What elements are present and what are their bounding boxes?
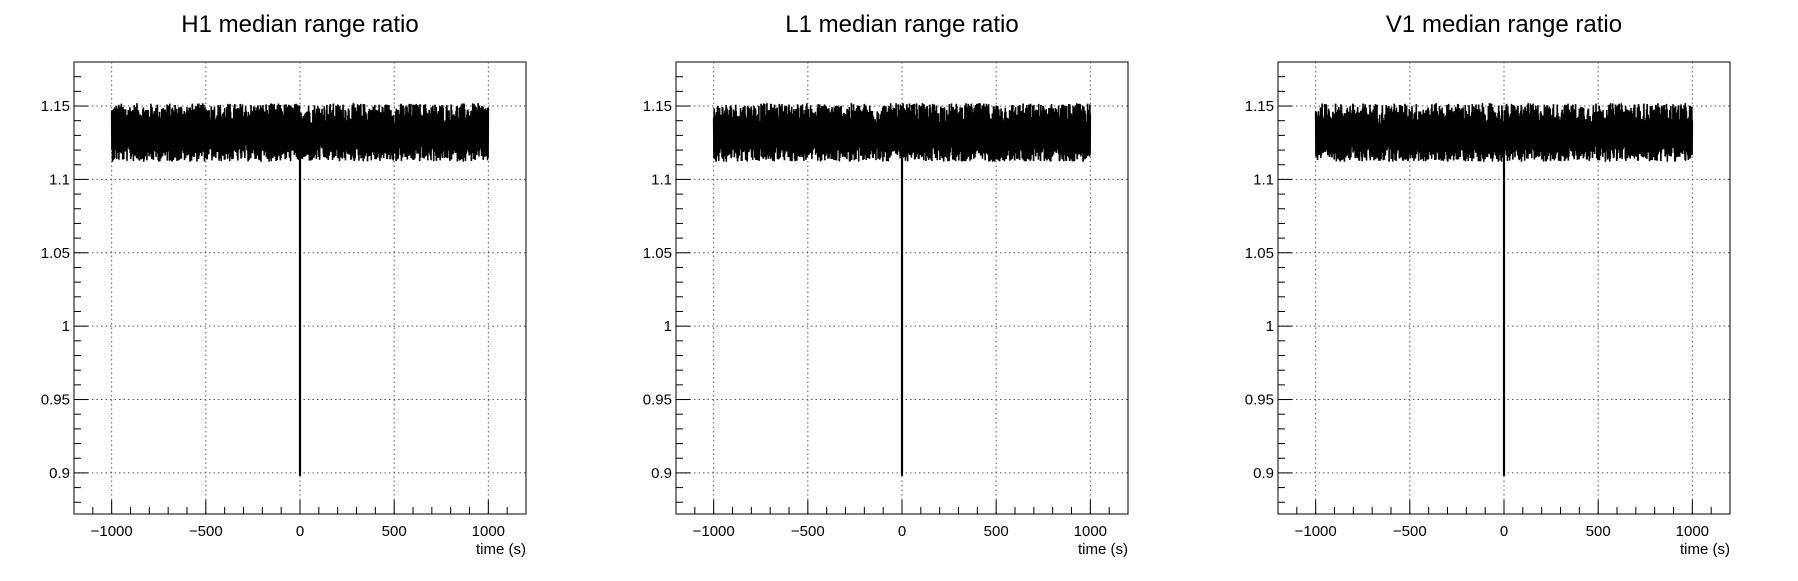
x-tick-label: −500 xyxy=(1393,523,1427,540)
x-tick-label: 500 xyxy=(382,523,407,540)
x-tick-label: −1000 xyxy=(91,523,133,540)
y-tick-label: 1.05 xyxy=(1245,245,1274,262)
chart-title: L1 median range ratio xyxy=(785,11,1018,38)
y-tick-label: 1.15 xyxy=(1245,98,1274,115)
x-tick-label: −500 xyxy=(189,523,223,540)
x-axis-label: time (s) xyxy=(1680,541,1730,558)
y-tick-label: 0.95 xyxy=(41,392,70,409)
y-tick-label: 1 xyxy=(664,318,672,335)
chart-title: H1 median range ratio xyxy=(181,11,418,38)
chart-panel-3: V1 median range ratio −1000 −500 0 500 1000 0.… xyxy=(1245,11,1731,558)
chart-panel-1: H1 median range ratio −1000 −500 0 500 1000 0.… xyxy=(41,11,527,558)
x-tick-label: −1000 xyxy=(693,523,735,540)
x-tick-label: 0 xyxy=(296,523,304,540)
x-tick-label: 0 xyxy=(1500,523,1508,540)
x-tick-label: 1000 xyxy=(1074,523,1107,540)
y-tick-label: 1.1 xyxy=(49,171,70,188)
y-tick-label: 0.95 xyxy=(643,392,672,409)
y-tick-label: 1.05 xyxy=(643,245,672,262)
x-tick-label: 1000 xyxy=(472,523,505,540)
chart-title: V1 median range ratio xyxy=(1386,11,1622,38)
y-tick-label: 1.15 xyxy=(41,98,70,115)
chart-panel-2: L1 median range ratio −1000 −500 0 500 1000 0.… xyxy=(643,11,1129,558)
y-tick-label: 1 xyxy=(1266,318,1274,335)
y-tick-label: 0.9 xyxy=(651,465,672,482)
x-tick-label: −500 xyxy=(791,523,825,540)
x-tick-label: 0 xyxy=(898,523,906,540)
y-tick-label: 0.9 xyxy=(1253,465,1274,482)
y-tick-label: 1 xyxy=(62,318,70,335)
y-tick-label: 0.9 xyxy=(49,465,70,482)
y-tick-label: 1.15 xyxy=(643,98,672,115)
x-tick-label: 1000 xyxy=(1676,523,1709,540)
y-tick-label: 1.1 xyxy=(651,171,672,188)
x-axis-label: time (s) xyxy=(1078,541,1128,558)
x-tick-label: −1000 xyxy=(1295,523,1337,540)
y-tick-label: 0.95 xyxy=(1245,392,1274,409)
x-axis-label: time (s) xyxy=(476,541,526,558)
x-tick-label: 500 xyxy=(984,523,1009,540)
x-tick-label: 500 xyxy=(1586,523,1611,540)
y-tick-label: 1.05 xyxy=(41,245,70,262)
y-tick-label: 1.1 xyxy=(1253,171,1274,188)
